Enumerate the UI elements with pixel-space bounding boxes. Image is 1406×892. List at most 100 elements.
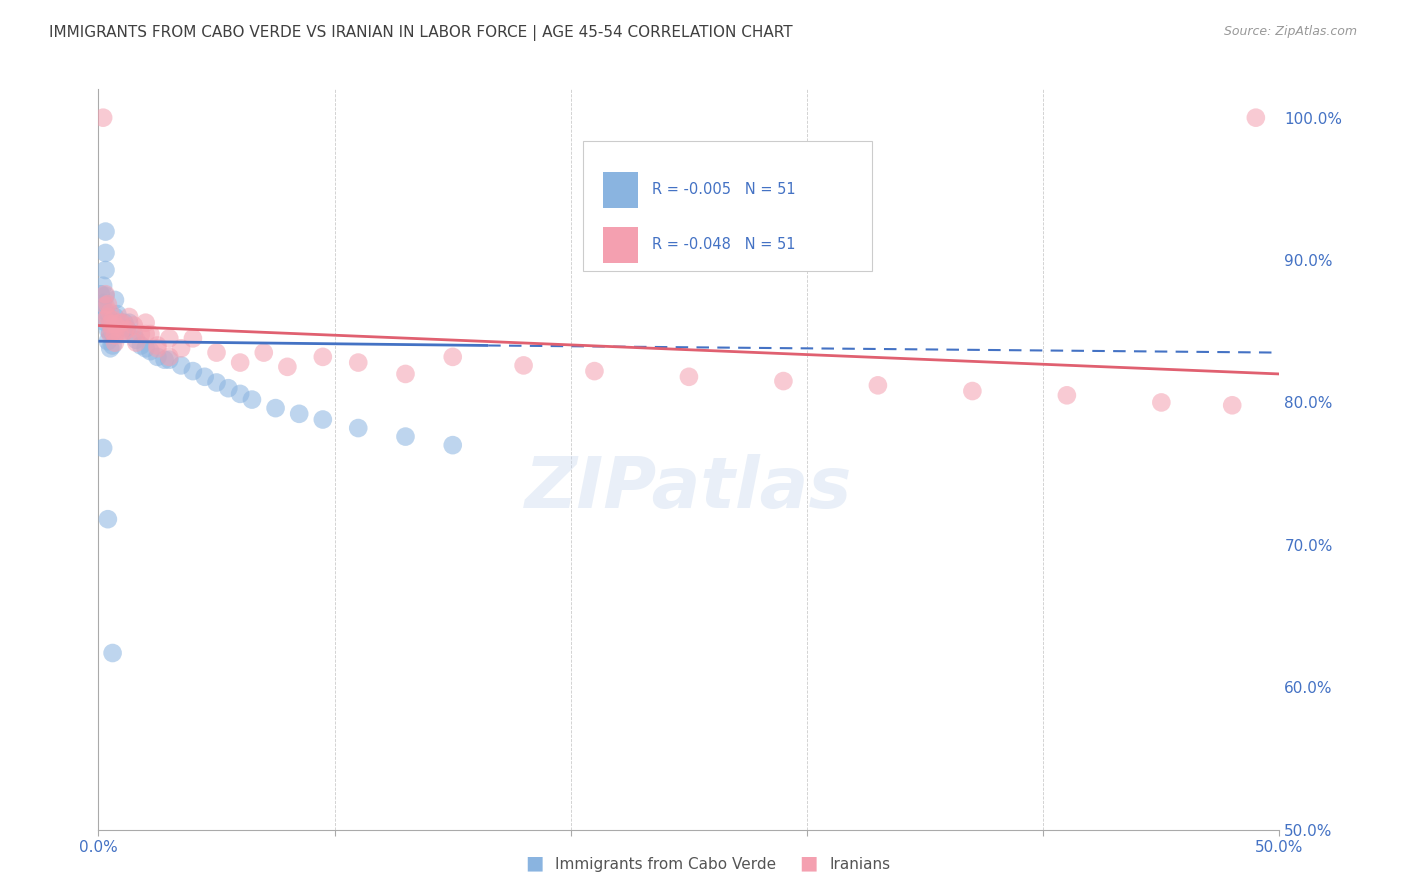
Point bbox=[264, 401, 287, 416]
Point bbox=[181, 331, 204, 345]
Point bbox=[157, 350, 180, 364]
Point bbox=[104, 328, 127, 343]
Point bbox=[229, 355, 252, 369]
Point bbox=[104, 293, 127, 307]
Point bbox=[229, 387, 252, 401]
Point bbox=[1056, 388, 1078, 402]
Point bbox=[98, 313, 121, 327]
Point bbox=[122, 318, 145, 333]
Point bbox=[441, 438, 464, 452]
Point bbox=[94, 299, 117, 313]
Point bbox=[217, 381, 239, 395]
Point bbox=[118, 310, 141, 324]
Point bbox=[94, 313, 117, 327]
Bar bbox=[603, 172, 638, 208]
Point bbox=[194, 369, 217, 384]
Point bbox=[101, 314, 124, 328]
Point bbox=[90, 297, 112, 311]
Point bbox=[111, 327, 134, 342]
Text: ■: ■ bbox=[524, 854, 544, 872]
Point bbox=[98, 326, 121, 340]
Point bbox=[115, 323, 138, 337]
Point bbox=[678, 369, 700, 384]
Text: ZIPatlas: ZIPatlas bbox=[526, 455, 852, 524]
Point bbox=[98, 327, 121, 342]
Point bbox=[111, 316, 134, 330]
Point bbox=[253, 345, 276, 359]
Point bbox=[101, 313, 124, 327]
Point bbox=[129, 338, 152, 352]
Point bbox=[101, 324, 124, 338]
Point bbox=[94, 304, 117, 318]
Point bbox=[97, 323, 120, 337]
Point bbox=[157, 331, 180, 345]
Point bbox=[91, 441, 114, 455]
Point bbox=[104, 335, 127, 350]
Point bbox=[122, 327, 145, 342]
Point bbox=[866, 378, 889, 392]
Point bbox=[97, 297, 120, 311]
Point bbox=[135, 342, 157, 356]
Point bbox=[98, 306, 121, 320]
Point bbox=[94, 263, 117, 277]
Point bbox=[104, 310, 127, 324]
Point bbox=[98, 342, 121, 356]
Point bbox=[394, 429, 416, 443]
Point bbox=[98, 317, 121, 331]
Point bbox=[312, 350, 335, 364]
Point bbox=[125, 335, 148, 350]
Bar bbox=[603, 227, 638, 262]
Point bbox=[170, 342, 193, 356]
Point bbox=[90, 287, 112, 301]
Point bbox=[1150, 395, 1173, 409]
Point bbox=[170, 359, 193, 373]
Text: ■: ■ bbox=[799, 854, 818, 872]
Point bbox=[135, 316, 157, 330]
Point bbox=[101, 338, 124, 352]
Point bbox=[105, 320, 128, 334]
Point bbox=[118, 316, 141, 330]
Point bbox=[129, 327, 152, 342]
Text: Immigrants from Cabo Verde: Immigrants from Cabo Verde bbox=[555, 857, 776, 872]
Point bbox=[104, 317, 127, 331]
Point bbox=[97, 334, 120, 349]
Point bbox=[772, 374, 794, 388]
Text: R = -0.005   N = 51: R = -0.005 N = 51 bbox=[652, 183, 796, 197]
Point bbox=[512, 359, 534, 373]
Point bbox=[153, 352, 176, 367]
Point bbox=[347, 421, 370, 435]
Point bbox=[288, 407, 311, 421]
Point bbox=[115, 321, 138, 335]
Point bbox=[94, 288, 117, 302]
Point bbox=[441, 350, 464, 364]
Point bbox=[108, 320, 131, 334]
Point bbox=[146, 350, 169, 364]
Point bbox=[94, 225, 117, 239]
Point bbox=[205, 376, 228, 390]
Point bbox=[101, 326, 124, 340]
Point bbox=[97, 512, 120, 526]
Text: Iranians: Iranians bbox=[830, 857, 890, 872]
Point bbox=[181, 364, 204, 378]
Point bbox=[962, 384, 984, 398]
Text: Source: ZipAtlas.com: Source: ZipAtlas.com bbox=[1223, 25, 1357, 38]
Point bbox=[205, 345, 228, 359]
Point bbox=[112, 324, 135, 338]
Point bbox=[112, 316, 135, 330]
FancyBboxPatch shape bbox=[582, 141, 872, 270]
Point bbox=[91, 295, 114, 310]
Text: IMMIGRANTS FROM CABO VERDE VS IRANIAN IN LABOR FORCE | AGE 45-54 CORRELATION CHA: IMMIGRANTS FROM CABO VERDE VS IRANIAN IN… bbox=[49, 25, 793, 41]
Point bbox=[105, 307, 128, 321]
Point bbox=[125, 333, 148, 347]
Point bbox=[157, 352, 180, 367]
Point bbox=[97, 310, 120, 324]
Point bbox=[91, 278, 114, 293]
Point bbox=[276, 359, 298, 374]
Point bbox=[91, 111, 114, 125]
Point bbox=[347, 355, 370, 369]
Point bbox=[108, 327, 131, 342]
Point bbox=[139, 344, 162, 359]
Point bbox=[394, 367, 416, 381]
Point bbox=[91, 314, 114, 328]
Point bbox=[240, 392, 263, 407]
